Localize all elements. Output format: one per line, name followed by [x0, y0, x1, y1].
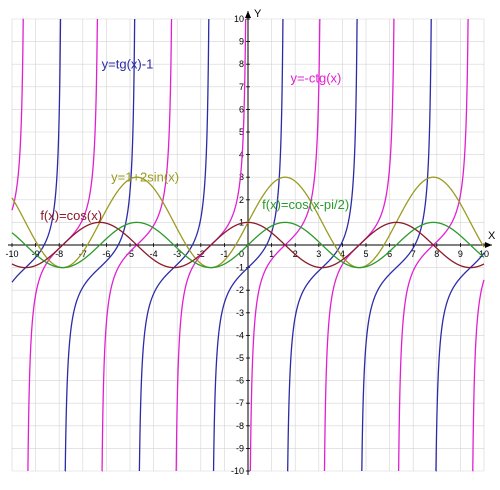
x-tick-label: 8: [434, 249, 439, 259]
y-tick-label: 3: [239, 172, 244, 182]
x-tick-label: -10: [5, 249, 18, 259]
y-tick-label: -2: [236, 285, 244, 295]
x-tick-label: 6: [387, 249, 392, 259]
series-line-4: [11, 221, 485, 269]
y-tick-label: -1: [236, 263, 244, 273]
y-tick-label: 8: [239, 59, 244, 69]
y-tick-label: -10: [231, 466, 244, 476]
y-tick-label: 10: [234, 14, 244, 24]
x-axis-label: X: [488, 230, 496, 242]
axes: XY: [8, 8, 496, 475]
x-tick-label: 7: [411, 249, 416, 259]
series-label-3: f(x)=cos(x): [40, 208, 102, 223]
y-tick-label: 2: [239, 195, 244, 205]
x-tick-label: 4: [340, 249, 345, 259]
x-tick-label: -4: [150, 249, 158, 259]
x-tick-label: -1: [220, 249, 228, 259]
y-tick-label: -8: [236, 421, 244, 431]
y-tick-label: 6: [239, 104, 244, 114]
y-tick-label: -9: [236, 443, 244, 453]
x-tick-label: 5: [363, 249, 368, 259]
x-tick-label: -7: [79, 249, 87, 259]
y-tick-label: 7: [239, 82, 244, 92]
x-tick-label: -6: [102, 249, 110, 259]
x-axis-arrow-icon: [485, 242, 492, 248]
y-tick-label: -6: [236, 376, 244, 386]
y-axis-arrow-icon: [245, 11, 251, 18]
series-label-2: y=1+2sin(x): [111, 170, 179, 185]
x-tick-label: 3: [316, 249, 321, 259]
x-tick-label: 1: [269, 249, 274, 259]
curves: [11, 18, 485, 472]
series-label-1: y=-ctg(x): [290, 70, 341, 85]
x-tick-label: -5: [126, 249, 134, 259]
y-tick-label: -4: [236, 330, 244, 340]
y-tick-label: -7: [236, 398, 244, 408]
series-line-3: [11, 221, 485, 269]
y-axis-label: Y: [254, 8, 262, 20]
x-tick-label: -3: [173, 249, 181, 259]
origin-label: 0: [239, 249, 244, 259]
y-tick-label: -3: [236, 308, 244, 318]
series-label-4: f(x)=cos(x-pi/2): [262, 197, 349, 212]
y-tick-label: 4: [239, 150, 244, 160]
y-tick-label: 9: [239, 37, 244, 47]
y-tick-label: 5: [239, 127, 244, 137]
x-tick-label: 9: [458, 249, 463, 259]
y-tick-label: 1: [239, 217, 244, 227]
series-label-0: y=tg(x)-1: [102, 57, 154, 72]
function-labels: y=tg(x)-1 y=-ctg(x) y=1+2sin(x) f(x)=cos(x)…: [40, 57, 349, 223]
y-tick-label: -5: [236, 353, 244, 363]
x-tick-label: -8: [55, 249, 63, 259]
